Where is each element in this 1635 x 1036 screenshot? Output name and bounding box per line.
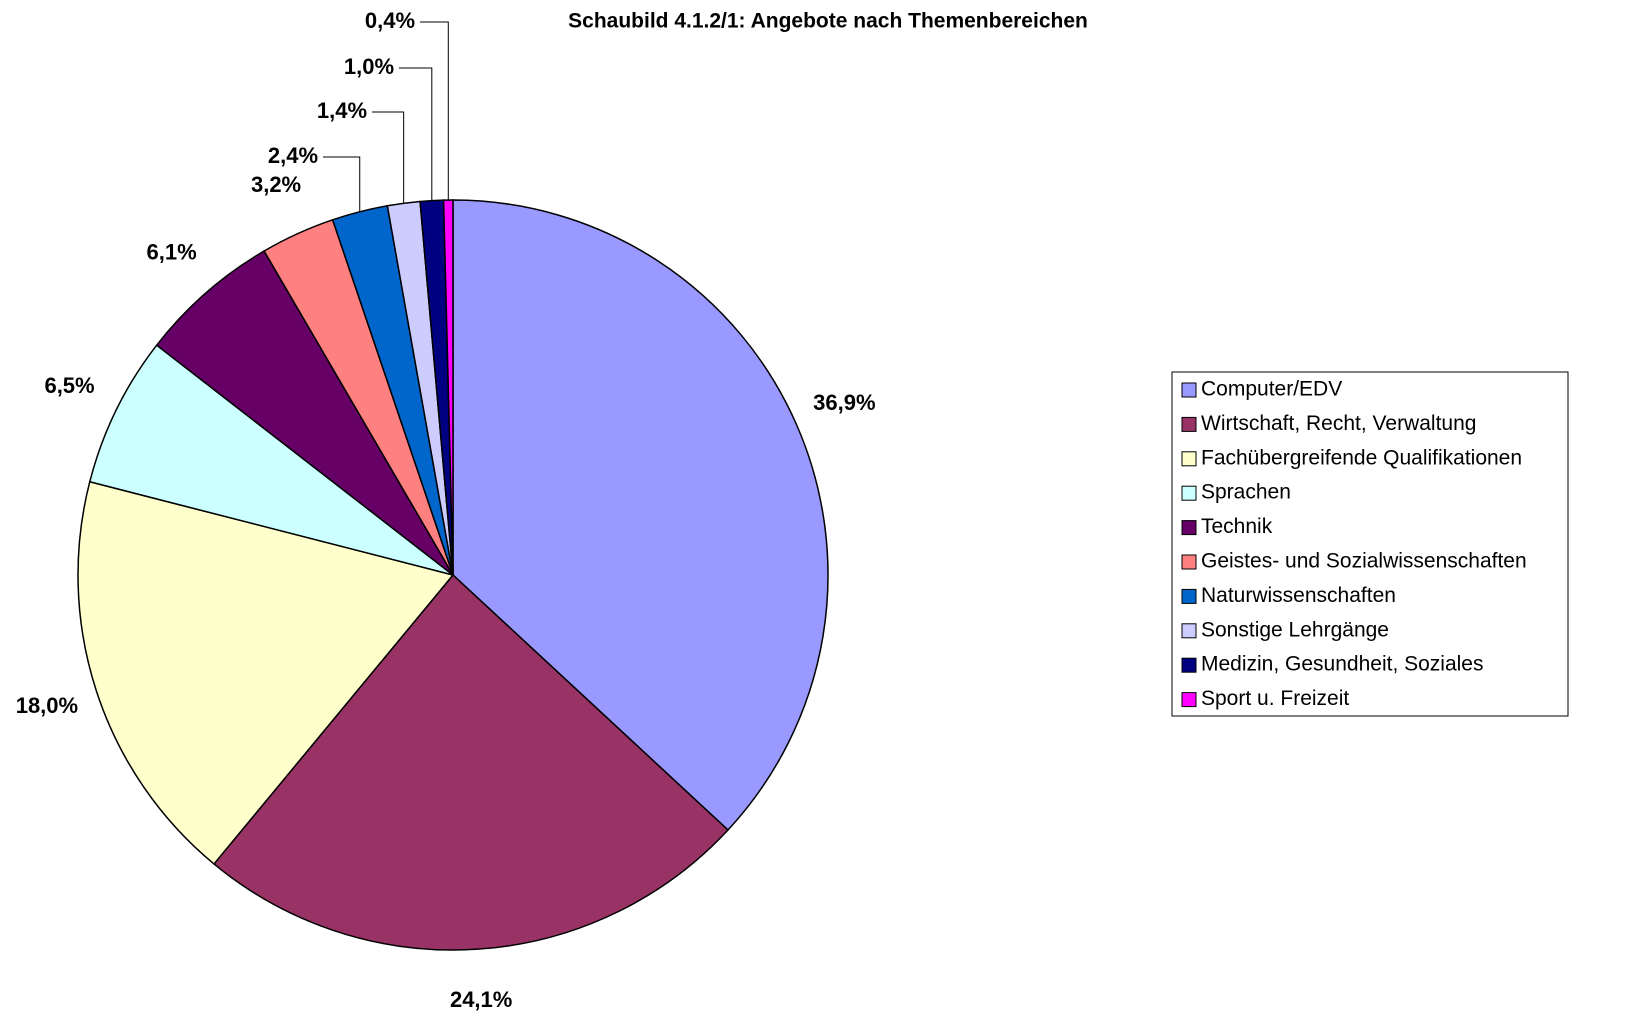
data-label: 6,5% bbox=[44, 373, 94, 398]
data-label: 3,2% bbox=[251, 172, 301, 197]
legend-swatch bbox=[1181, 692, 1197, 708]
legend-swatch bbox=[1181, 485, 1197, 501]
leader-line bbox=[323, 156, 361, 212]
data-label: 1,0% bbox=[344, 54, 394, 79]
legend-label: Technik bbox=[1201, 515, 1273, 538]
legend-label: Sonstige Lehrgänge bbox=[1201, 618, 1389, 641]
legend-swatch bbox=[1181, 451, 1197, 467]
pie-slice bbox=[155, 250, 454, 576]
pie-slice bbox=[212, 573, 730, 951]
legend-swatch bbox=[1181, 588, 1197, 604]
legend-swatch bbox=[1181, 520, 1197, 536]
pie-slice bbox=[452, 199, 829, 832]
pie-slice bbox=[77, 480, 455, 865]
data-label: 0,4% bbox=[365, 8, 415, 33]
legend-swatch bbox=[1181, 382, 1197, 398]
legend-label: Fachübergreifende Qualifikationen bbox=[1201, 446, 1522, 469]
legend-label: Wirtschaft, Recht, Verwaltung bbox=[1201, 412, 1476, 435]
legend-label: Sprachen bbox=[1201, 481, 1291, 504]
legend-label: Naturwissenschaften bbox=[1201, 584, 1396, 607]
legend-swatch bbox=[1181, 416, 1197, 432]
data-label: 1,4% bbox=[317, 98, 367, 123]
leader-line bbox=[399, 67, 433, 201]
pie-slice bbox=[88, 344, 454, 576]
legend-swatch bbox=[1181, 554, 1197, 570]
data-label: 18,0% bbox=[16, 693, 78, 718]
legend-label: Medizin, Gesundheit, Soziales bbox=[1201, 653, 1484, 676]
chart-title: Schaubild 4.1.2/1: Angebote nach Themenb… bbox=[568, 10, 1088, 33]
data-label: 2,4% bbox=[268, 143, 318, 168]
legend-label: Geistes- und Sozialwissenschaften bbox=[1201, 550, 1527, 573]
legend-label: Sport u. Freizeit bbox=[1201, 687, 1349, 710]
leader-line bbox=[420, 21, 449, 201]
data-label: 36,9% bbox=[813, 390, 875, 415]
legend-box bbox=[1171, 371, 1569, 717]
legend-swatch bbox=[1181, 657, 1197, 673]
legend-label: Computer/EDV bbox=[1201, 378, 1342, 401]
data-label: 24,1% bbox=[450, 987, 512, 1012]
legend-swatch bbox=[1181, 623, 1197, 639]
leader-line bbox=[372, 111, 405, 204]
data-label: 6,1% bbox=[147, 240, 197, 265]
